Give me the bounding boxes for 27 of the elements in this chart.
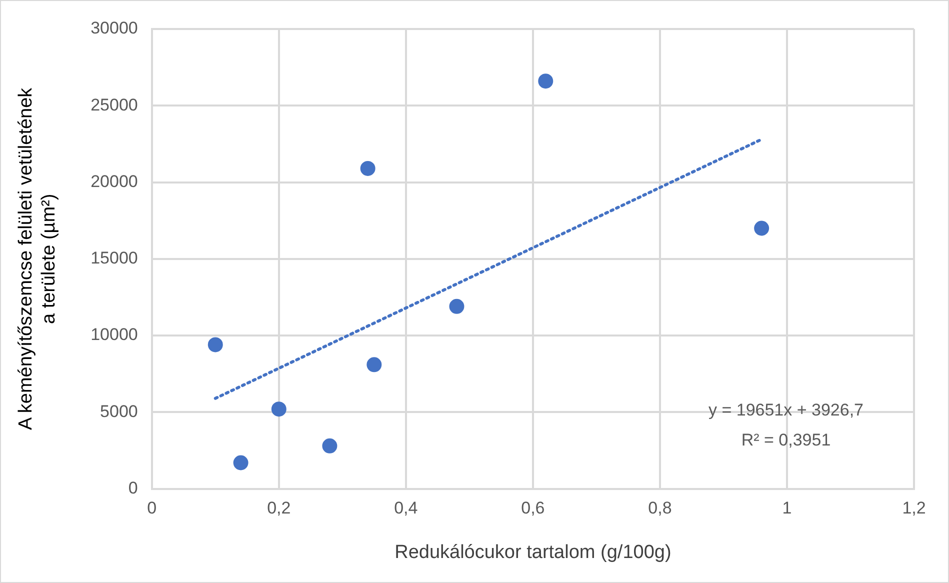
point (271, 402, 286, 417)
point (538, 74, 554, 89)
x-tick-label: 0,2 (267, 498, 291, 518)
y-tick-label: 25000 (90, 95, 138, 114)
y-tick-label: 0 (128, 478, 138, 498)
point (754, 220, 770, 236)
x-tick-label: 0,8 (648, 498, 672, 518)
y-tick-label: 5000 (100, 402, 138, 421)
annotation: y = 19651x + 3926,7 (708, 400, 864, 420)
point (322, 438, 338, 454)
x-tick-label: 0 (147, 498, 157, 518)
point (366, 357, 382, 372)
y-tick-label: 20000 (90, 172, 138, 191)
point (449, 298, 464, 314)
y-axis-title: A keményítőszemcse felületi vetületének a területe (µm²) (16, 87, 60, 430)
x-axis-title: Redukálócukor tartalom (g/100g) (394, 542, 672, 563)
point (360, 160, 376, 176)
point (233, 455, 248, 470)
y-tick-label: 10000 (90, 325, 138, 344)
x-tick-label: 1 (782, 498, 792, 518)
y-tick-label: 15000 (90, 248, 138, 268)
x-tick-label: 1,2 (902, 498, 926, 518)
x-tick-label: 0,6 (521, 498, 545, 518)
annotation: R² = 0,3951 (741, 430, 831, 450)
point (208, 337, 223, 352)
y-tick-label: 30000 (90, 18, 138, 38)
x-tick-label: 0,4 (394, 498, 418, 518)
